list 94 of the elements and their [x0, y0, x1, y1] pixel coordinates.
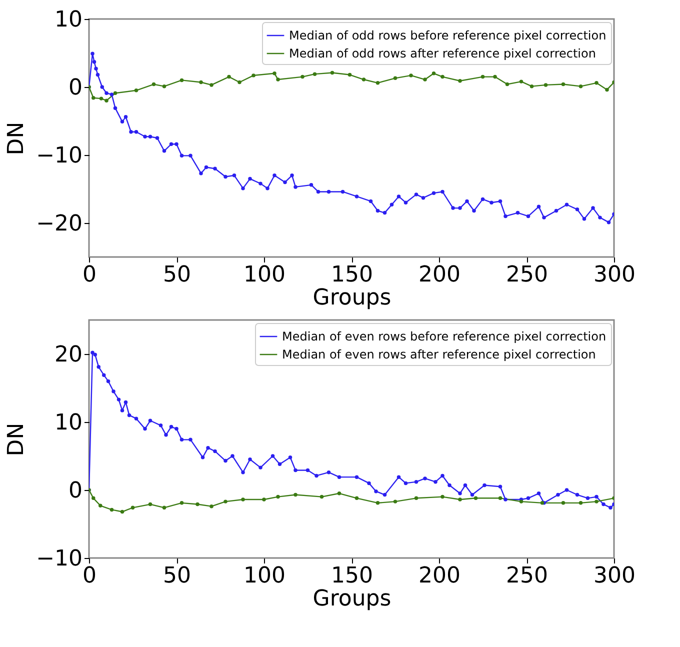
point: [414, 496, 418, 500]
point: [300, 74, 304, 79]
point: [104, 98, 108, 102]
point: [312, 72, 317, 76]
point: [561, 82, 566, 86]
legend-label: Median of odd rows after reference pixel correction: [289, 46, 596, 60]
point: [224, 500, 228, 504]
x-tick-label: 100: [244, 262, 286, 288]
point: [262, 498, 266, 502]
point: [505, 82, 510, 86]
x-tick-label: 250: [506, 262, 548, 288]
legend-label: Median of even rows before reference pixel correction: [282, 330, 606, 344]
x-tick-label: 50: [163, 564, 191, 588]
point: [227, 74, 231, 79]
point: [180, 501, 184, 505]
point: [276, 78, 280, 82]
point: [330, 70, 334, 75]
y-tick-label: 10: [54, 410, 82, 436]
point: [238, 80, 242, 84]
point: [409, 74, 413, 78]
line-series: [89, 70, 614, 102]
point: [98, 504, 102, 508]
point: [594, 81, 598, 85]
point: [294, 492, 298, 497]
y-tick-label: 0: [68, 478, 82, 504]
x-axis-title: Groups: [312, 586, 392, 612]
point: [337, 492, 342, 496]
point: [605, 88, 609, 92]
x-tick-label: 300: [594, 564, 636, 588]
y-tick-label: 0: [68, 76, 82, 100]
point: [134, 88, 138, 92]
point: [110, 508, 114, 512]
point: [519, 80, 524, 84]
x-tick-label: 200: [418, 262, 460, 288]
x-tick-label: 100: [244, 564, 286, 588]
point: [376, 501, 380, 505]
point: [578, 84, 583, 88]
point: [458, 79, 462, 83]
point: [423, 78, 427, 82]
x-axis-title: Groups: [312, 286, 392, 310]
y-tick-label: 20: [54, 342, 82, 368]
point: [99, 96, 104, 100]
point: [561, 501, 566, 505]
point: [493, 74, 497, 79]
point: [210, 83, 214, 87]
point: [252, 74, 256, 78]
point: [440, 494, 444, 499]
y-axis-title: DN: [4, 122, 30, 156]
point: [348, 72, 352, 77]
point: [276, 494, 280, 499]
point: [241, 498, 245, 502]
point: [458, 498, 462, 502]
point: [362, 78, 366, 82]
point: [594, 500, 598, 504]
y-tick-label: −20: [36, 212, 82, 236]
x-tick-label: 250: [506, 564, 548, 588]
point: [498, 496, 502, 500]
point: [180, 78, 184, 82]
y-tick-label: −10: [36, 546, 82, 572]
x-tick-label: 50: [163, 262, 191, 288]
legend-label: Median of even rows after reference pixel correction: [282, 348, 596, 362]
x-tick-label: 150: [331, 262, 373, 288]
point: [92, 496, 96, 500]
point: [320, 494, 324, 499]
point: [393, 76, 398, 80]
point: [474, 496, 478, 500]
point: [113, 91, 118, 95]
point: [130, 506, 135, 510]
point: [440, 74, 444, 79]
legend-label: Median of odd rows before reference pixel correction: [289, 28, 606, 42]
point: [196, 502, 200, 506]
point: [354, 496, 359, 500]
point: [148, 502, 152, 506]
point: [162, 506, 166, 510]
point: [120, 510, 124, 514]
point: [199, 80, 203, 84]
y-axis-title: DN: [4, 422, 30, 456]
x-tick-label: 300: [594, 262, 636, 288]
point: [432, 72, 436, 76]
x-tick-label: 150: [331, 564, 373, 588]
point: [272, 72, 276, 76]
point: [530, 84, 534, 88]
y-tick-label: 10: [54, 8, 82, 32]
point: [393, 500, 398, 504]
point: [480, 74, 485, 79]
y-tick-label: −10: [36, 144, 82, 168]
x-tick-label: 200: [418, 564, 460, 588]
point: [544, 83, 548, 87]
point: [152, 82, 156, 86]
point: [162, 84, 166, 88]
point: [376, 81, 380, 85]
point: [578, 501, 583, 505]
point: [92, 96, 96, 100]
point: [210, 504, 214, 508]
